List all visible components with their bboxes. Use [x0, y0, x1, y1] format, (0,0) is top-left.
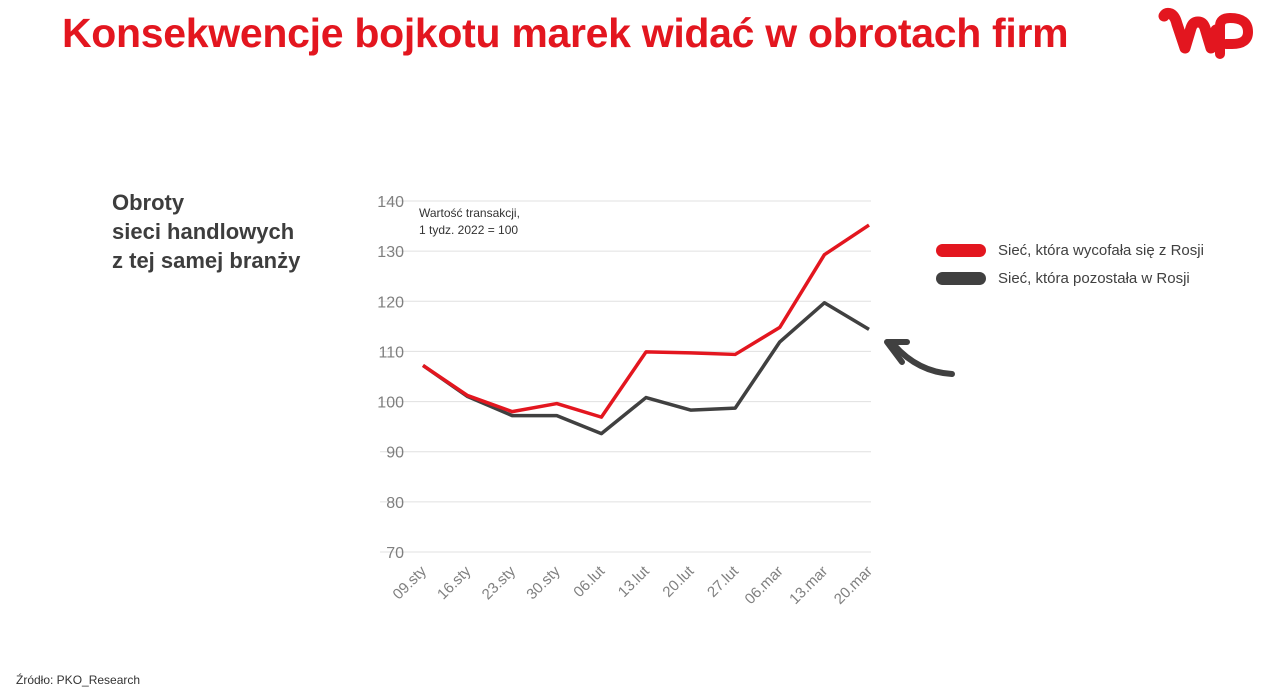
source-note: Źródło: PKO_Research	[16, 673, 141, 687]
y-tick-label: 70	[386, 545, 404, 562]
note-line: 1 tydz. 2022 = 100	[419, 223, 519, 237]
x-tick-label: 16.sty	[434, 562, 475, 603]
note-line: Wartość transakcji,	[419, 206, 520, 220]
y-tick-label: 140	[377, 194, 404, 211]
series-line-stayed	[421, 301, 870, 436]
chart-subtitle: Obroty sieci handlowych z tej samej bran…	[112, 188, 300, 275]
page-title: Konsekwencje bojkotu marek widać w obrot…	[62, 10, 1069, 56]
chart-legend: Sieć, która wycofała się z Rosji Sieć, k…	[936, 236, 1204, 292]
arrow-icon	[891, 342, 955, 377]
x-tick-label: 06.lut	[570, 562, 609, 601]
legend-swatch-red	[936, 243, 986, 257]
x-tick-label: 13.lut	[615, 562, 654, 601]
legend-swatch-gray	[936, 271, 986, 285]
x-tick-label: 30.sty	[523, 562, 564, 603]
legend-label: Sieć, która pozostała w Rosji	[998, 269, 1190, 287]
legend-label: Sieć, która wycofała się z Rosji	[998, 241, 1204, 259]
y-tick-label: 80	[386, 495, 404, 512]
y-tick-label: 120	[377, 294, 404, 311]
chart-annotation: Wartość transakcji, 1 tydz. 2022 = 100	[419, 205, 520, 239]
x-tick-label: 27.lut	[704, 562, 743, 601]
x-tick-label: 20.lut	[659, 562, 698, 601]
x-tick-label: 13.mar	[786, 563, 831, 608]
x-tick-label: 20.mar	[831, 563, 876, 608]
series-line-withdrawn	[422, 223, 870, 419]
legend-item-withdrawn: Sieć, która wycofała się z Rosji	[936, 236, 1204, 264]
legend-item-stayed: Sieć, która pozostała w Rosji	[936, 264, 1204, 292]
subtitle-line: sieci handlowych	[112, 219, 295, 244]
x-tick-label: 23.sty	[479, 562, 520, 603]
y-tick-label: 90	[386, 445, 404, 462]
arrow-head-icon	[884, 339, 910, 365]
subtitle-line: Obroty	[112, 190, 185, 215]
y-tick-label: 110	[378, 344, 404, 361]
x-tick-label: 06.mar	[742, 563, 787, 608]
y-tick-label: 100	[377, 395, 404, 412]
x-tick-label: 09.sty	[390, 562, 431, 603]
y-tick-label: 130	[377, 244, 404, 261]
wp-logo	[1158, 7, 1253, 59]
subtitle-line: z tej samej branży	[112, 248, 301, 273]
